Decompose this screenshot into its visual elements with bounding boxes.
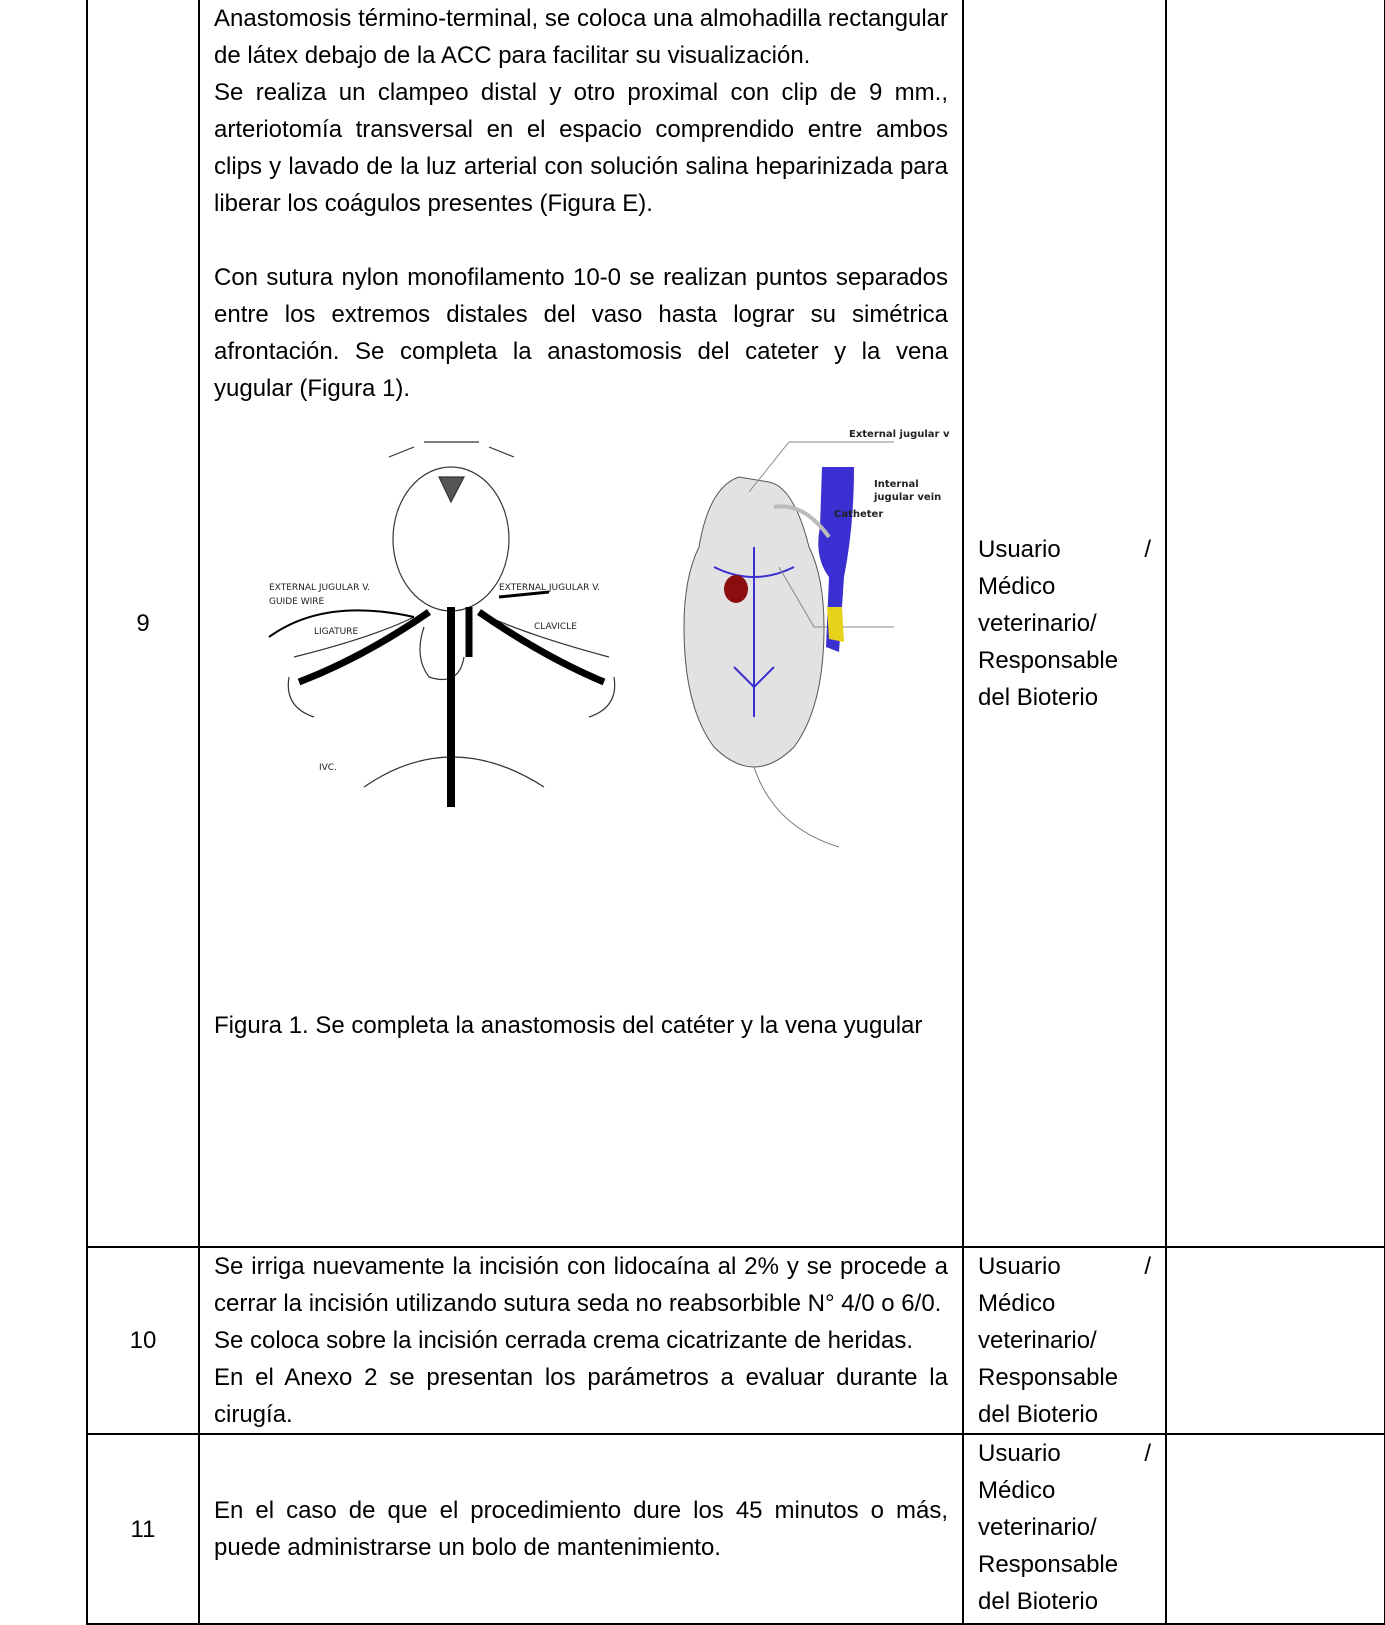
figure-label: jugular vein — [873, 492, 941, 503]
procedure-table: 9 Anastomosis término-terminal, se coloc… — [86, 0, 1385, 1625]
step-number: 11 — [86, 1434, 200, 1625]
figure-label: EXTERNAL JUGULAR V. — [499, 583, 600, 593]
figure-label: CLAVICLE — [534, 622, 577, 632]
description: En el caso de que el procedimiento dure … — [198, 1434, 964, 1625]
row: 11 En el caso de que el procedimiento du… — [86, 1434, 1385, 1625]
step-number: 9 — [86, 0, 200, 1248]
paragraph: En el Anexo 2 se presentan los parámetro… — [214, 1364, 948, 1428]
empty-cell — [1165, 1247, 1385, 1435]
responsible: Usuario / Médico veterinario/ Responsabl… — [962, 1247, 1167, 1435]
figure-label: LIGATURE — [314, 627, 358, 637]
description: Anastomosis término-terminal, se coloca … — [198, 0, 964, 1248]
figure-caption: Figura 1. Se completa la anastomosis del… — [214, 1012, 923, 1039]
paragraph: Se irriga nuevamente la incisión con lid… — [214, 1253, 948, 1317]
responsible: Usuario / Médico veterinario/ Responsabl… — [962, 1434, 1167, 1625]
description: Se irriga nuevamente la incisión con lid… — [198, 1247, 964, 1435]
empty-cell — [1165, 1434, 1385, 1625]
figure: EXTERNAL JUGULAR V. GUIDE WIRE LIGATURE … — [268, 429, 950, 848]
paragraph: En el caso de que el procedimiento dure … — [214, 1497, 948, 1561]
figure-label: EXTERNAL JUGULAR V. — [269, 583, 370, 593]
paragraph: Con sutura nylon monofilamento 10-0 se r… — [214, 264, 948, 402]
paragraph: Se realiza un clampeo distal y otro prox… — [214, 79, 948, 217]
paragraph: Se coloca sobre la incisión cerrada crem… — [214, 1327, 914, 1354]
empty-cell — [1165, 0, 1385, 1248]
row: 9 Anastomosis término-terminal, se coloc… — [86, 0, 1385, 1248]
step-number: 10 — [86, 1247, 200, 1435]
figure-label: IVC. — [319, 763, 337, 773]
row: 10 Se irriga nuevamente la incisión con … — [86, 1247, 1385, 1435]
figure-label: GUIDE WIRE — [269, 597, 325, 607]
figure-label: Catheter — [834, 509, 883, 520]
paragraph: Anastomosis término-terminal, se coloca … — [214, 5, 948, 69]
figure-label: Internal — [874, 479, 919, 490]
responsible: Usuario / Médico veterinario/ Responsabl… — [962, 0, 1167, 1248]
page: 9 Anastomosis término-terminal, se coloc… — [86, 0, 1385, 1625]
figure-label: External jugular vein — [849, 429, 950, 440]
